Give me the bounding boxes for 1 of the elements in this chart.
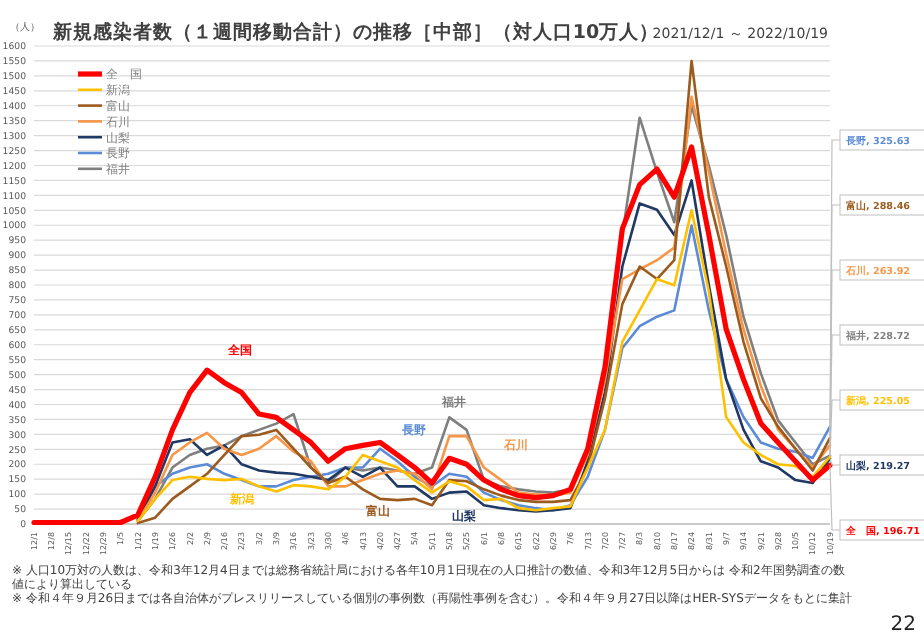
text: 22 (890, 614, 916, 636)
